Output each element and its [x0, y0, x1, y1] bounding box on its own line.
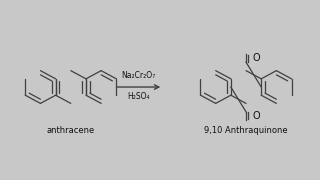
Text: Na₂Cr₂O₇: Na₂Cr₂O₇ — [121, 71, 156, 80]
Text: O: O — [252, 111, 260, 121]
Text: 9,10 Anthraquinone: 9,10 Anthraquinone — [204, 126, 288, 135]
Text: O: O — [252, 53, 260, 63]
Text: H₂SO₄: H₂SO₄ — [127, 92, 150, 101]
Text: anthracene: anthracene — [47, 126, 95, 135]
